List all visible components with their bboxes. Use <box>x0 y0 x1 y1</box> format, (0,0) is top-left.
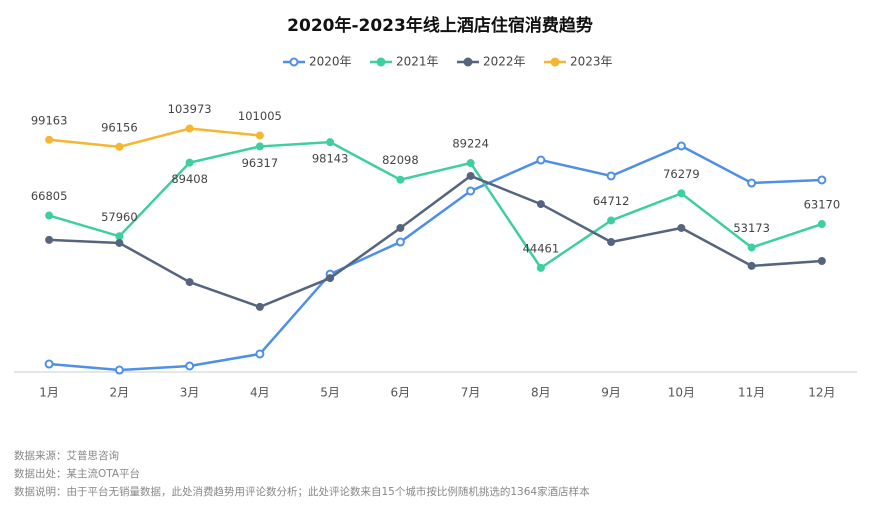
legend-marker <box>289 57 299 67</box>
legend-label: 2023年 <box>570 55 613 69</box>
data-point <box>607 216 616 225</box>
data-point <box>115 142 124 151</box>
data-label: 44461 <box>523 241 560 255</box>
data-point <box>817 175 827 185</box>
data-label: 89408 <box>171 172 208 186</box>
data-point <box>45 135 54 144</box>
x-tick-label: 8月 <box>531 386 551 400</box>
data-point <box>45 235 54 244</box>
legend-label: 2021年 <box>396 55 439 69</box>
data-label: 76279 <box>663 167 700 181</box>
data-point <box>536 155 546 165</box>
data-point <box>255 302 264 311</box>
data-point <box>677 189 686 198</box>
data-point <box>185 124 194 133</box>
series-line <box>48 140 823 270</box>
data-point <box>114 365 124 375</box>
x-tick-label: 2月 <box>110 386 130 400</box>
data-point <box>677 223 686 232</box>
data-point <box>115 238 124 247</box>
data-point <box>747 261 756 270</box>
data-point <box>44 359 54 369</box>
data-point <box>747 178 757 188</box>
x-tick-label: 7月 <box>461 386 481 400</box>
data-point <box>185 361 195 371</box>
series-line <box>49 144 822 372</box>
data-point <box>45 211 54 220</box>
data-point <box>466 186 476 196</box>
data-point <box>536 200 545 209</box>
data-point <box>326 138 335 147</box>
x-tick-label: 10月 <box>668 386 695 400</box>
footer-note: 数据说明：由于平台无销量数据，此处消费趋势用评论数分析；此处评论数来自15个城市… <box>14 485 590 498</box>
data-point <box>396 175 405 184</box>
data-label: 96156 <box>101 120 138 134</box>
data-point <box>817 220 826 229</box>
chart-title: 2020年-2023年线上酒店住宿消费趋势 <box>287 15 593 36</box>
data-point <box>255 349 265 359</box>
data-label: 57960 <box>101 210 138 224</box>
data-point <box>466 171 475 180</box>
data-point <box>817 256 826 265</box>
data-point <box>536 263 545 272</box>
x-tick-label: 6月 <box>391 386 411 400</box>
data-label: 98143 <box>312 152 349 166</box>
legend-marker <box>376 57 386 67</box>
data-label: 66805 <box>31 189 68 203</box>
footer-note: 数据出处：某主流OTA平台 <box>14 467 140 480</box>
data-point <box>395 237 405 247</box>
data-label: 63170 <box>804 198 841 212</box>
data-label: 82098 <box>382 153 419 167</box>
data-point <box>396 223 405 232</box>
data-point <box>255 131 264 140</box>
data-point <box>326 274 335 283</box>
data-point <box>676 141 686 151</box>
data-point <box>466 159 475 168</box>
data-point <box>115 232 124 241</box>
x-tick-label: 3月 <box>180 386 200 400</box>
data-point <box>185 158 194 167</box>
series-line <box>49 127 260 149</box>
data-point <box>607 238 616 247</box>
data-label: 64712 <box>593 194 630 208</box>
legend-marker <box>463 57 473 67</box>
data-label: 103973 <box>168 102 212 116</box>
data-point <box>185 278 194 287</box>
data-label: 96317 <box>242 156 279 170</box>
data-label: 99163 <box>31 113 68 127</box>
data-label: 53173 <box>733 221 770 235</box>
x-tick-label: 4月 <box>250 386 270 400</box>
x-tick-label: 5月 <box>320 386 340 400</box>
legend-label: 2020年 <box>309 55 352 69</box>
x-tick-label: 9月 <box>601 386 621 400</box>
x-tick-label: 1月 <box>39 386 59 400</box>
x-tick-label: 12月 <box>808 386 835 400</box>
data-point <box>255 142 264 151</box>
x-tick-label: 11月 <box>738 386 765 400</box>
data-label: 89224 <box>452 137 489 151</box>
legend-label: 2022年 <box>483 55 526 69</box>
footer-note: 数据来源：艾普思咨询 <box>14 449 119 462</box>
data-point <box>606 171 616 181</box>
data-label: 101005 <box>238 109 282 123</box>
legend-marker <box>550 57 560 67</box>
series-line <box>49 174 822 309</box>
data-point <box>747 243 756 252</box>
